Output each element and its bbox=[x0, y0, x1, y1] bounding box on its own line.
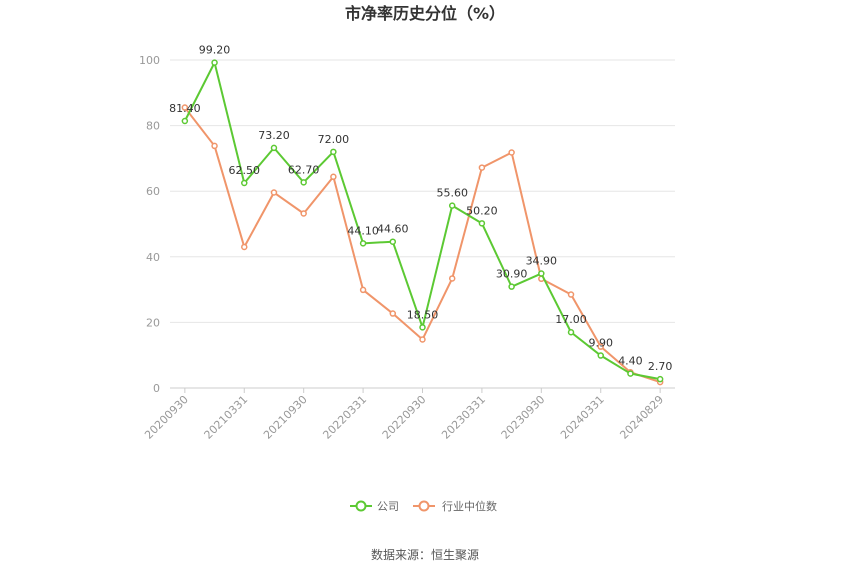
x-tick-label: 20220930 bbox=[380, 393, 429, 442]
data-label: 44.60 bbox=[377, 223, 409, 236]
company-point[interactable] bbox=[359, 240, 367, 247]
data-label: 73.20 bbox=[258, 129, 290, 142]
industry-median-point[interactable] bbox=[270, 189, 278, 196]
industry-median-point[interactable] bbox=[478, 164, 486, 171]
industry-median-point[interactable] bbox=[508, 149, 515, 156]
company-point[interactable] bbox=[448, 202, 456, 209]
chart-title: 市净率历史分位（%） bbox=[345, 4, 505, 23]
company-point[interactable] bbox=[241, 179, 248, 187]
data-label: 17.00 bbox=[555, 313, 587, 326]
series-layer bbox=[181, 59, 664, 386]
data-label: 72.00 bbox=[318, 133, 350, 146]
x-axis: 20200930 20210331 20210930 20220331 20220930… bbox=[142, 388, 666, 442]
company-point[interactable] bbox=[508, 283, 515, 290]
company-point[interactable] bbox=[478, 220, 486, 227]
data-label: 62.70 bbox=[288, 163, 320, 176]
data-label: 30.90 bbox=[496, 268, 528, 281]
x-tick-label: 20210331 bbox=[202, 393, 251, 442]
company-point[interactable] bbox=[538, 270, 545, 277]
data-label: 81.40 bbox=[169, 102, 201, 115]
industry-median-point[interactable] bbox=[567, 291, 575, 298]
company-point[interactable] bbox=[300, 179, 307, 186]
industry-median-point[interactable] bbox=[181, 104, 189, 111]
grid bbox=[170, 59, 675, 389]
industry-median-point[interactable] bbox=[211, 142, 218, 150]
data-label: 9.90 bbox=[588, 337, 613, 350]
industry-median-point[interactable] bbox=[448, 275, 456, 282]
company-point[interactable] bbox=[270, 144, 278, 152]
company-point[interactable] bbox=[627, 370, 634, 377]
x-tick-label: 20210930 bbox=[261, 393, 310, 442]
data-label: 2.70 bbox=[648, 360, 673, 373]
company-point[interactable] bbox=[656, 375, 664, 383]
y-tick-label: 100 bbox=[139, 54, 160, 67]
company-point[interactable] bbox=[597, 352, 604, 359]
industry-median-point[interactable] bbox=[330, 173, 337, 181]
y-tick-label: 80 bbox=[146, 120, 160, 133]
data-label: 4.40 bbox=[618, 355, 643, 368]
x-tick-label: 20220331 bbox=[320, 393, 369, 442]
x-tick-label: 20230331 bbox=[439, 393, 488, 442]
data-label: 34.90 bbox=[526, 255, 558, 268]
legend-marker bbox=[418, 500, 430, 512]
data-label: 18.50 bbox=[407, 308, 439, 321]
legend-item-company[interactable]: 公司 bbox=[350, 500, 399, 513]
industry-median-point[interactable] bbox=[419, 336, 426, 343]
x-tick-label: 20200930 bbox=[142, 393, 191, 442]
y-tick-label: 60 bbox=[146, 185, 160, 198]
data-label: 44.10 bbox=[347, 224, 379, 237]
industry-median-point[interactable] bbox=[359, 286, 367, 294]
source-note: 数据来源：恒生聚源 bbox=[371, 547, 479, 562]
x-tick-label: 20240829 bbox=[617, 393, 666, 442]
x-tick-label: 20230930 bbox=[499, 393, 548, 442]
company-point[interactable] bbox=[389, 238, 397, 245]
data-label: 99.20 bbox=[199, 44, 231, 57]
y-tick-label: 20 bbox=[146, 316, 160, 329]
y-tick-label: 0 bbox=[153, 382, 160, 395]
legend-item-industry-median[interactable]: 行业中位数 bbox=[413, 499, 497, 513]
industry-median-point[interactable] bbox=[597, 343, 604, 350]
company-point[interactable] bbox=[211, 59, 218, 66]
legend-marker bbox=[355, 500, 367, 512]
data-label: 62.50 bbox=[229, 164, 261, 177]
company-point[interactable] bbox=[330, 148, 337, 156]
company-point[interactable] bbox=[419, 324, 426, 331]
company-point[interactable] bbox=[567, 328, 575, 336]
legend-label: 公司 bbox=[377, 500, 399, 513]
legend[interactable]: 公司 行业中位数 bbox=[350, 499, 497, 513]
y-tick-label: 40 bbox=[146, 251, 160, 264]
industry-median-point[interactable] bbox=[241, 243, 248, 251]
company-line bbox=[183, 61, 661, 381]
x-tick-label: 20240331 bbox=[558, 393, 607, 442]
data-labels: 81.40 99.20 62.50 73.20 62.70 72.00 44.1044.60… bbox=[169, 44, 672, 374]
company-point[interactable] bbox=[181, 117, 189, 125]
legend-label: 行业中位数 bbox=[442, 499, 497, 513]
industry-median-point[interactable] bbox=[389, 310, 397, 317]
data-label: 50.20 bbox=[466, 204, 498, 217]
y-axis: 0 20 40 60 80 100 bbox=[139, 54, 160, 395]
data-label: 55.60 bbox=[436, 187, 468, 200]
industry-median-point[interactable] bbox=[300, 210, 307, 217]
